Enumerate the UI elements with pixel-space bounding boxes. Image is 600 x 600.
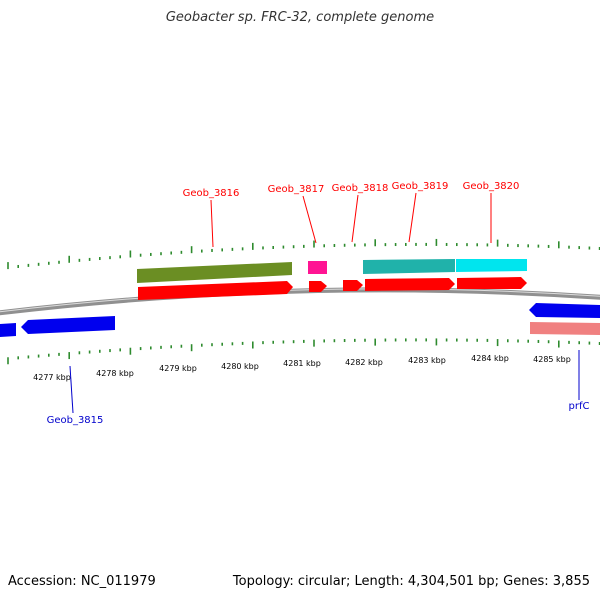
genome-summary: Topology: circular; Length: 4,304,501 bp… [232,574,590,589]
scale-label: 4281 kbp [283,359,321,368]
scale-label: 4284 kbp [471,354,509,363]
gene-label: Geob_3817 [268,184,325,195]
cds-geob-3818 [343,280,363,291]
leader-line [351,194,359,243]
scale-label: 4277 kbp [33,373,71,382]
cds-geob-3815 [21,316,115,334]
gene-label: Geob_3820 [463,181,520,192]
scale-label: 4278 kbp [96,369,134,378]
scale-label: 4279 kbp [159,364,197,373]
gene-label: prfC [569,401,590,412]
leader-line [302,195,317,244]
leader-line [69,365,74,414]
gene-label: Geob_3818 [332,183,389,194]
cds-prfc [529,303,600,318]
gene-label: Geob_3816 [183,188,240,199]
cds-geob-3820 [457,277,527,289]
scale-label: 4283 kbp [408,356,446,365]
cds-geob-3817 [309,281,327,292]
cog-block-geob-3817 [308,261,327,274]
genome-backbone [0,287,600,316]
gene-labels: Geob_3816 Geob_3817 Geob_3818 Geob_3819 Geob… [47,181,590,426]
scale-label: 4285 kbp [533,355,571,364]
scale-label: 4282 kbp [345,358,383,367]
leader-line [408,192,417,243]
cds-reverse-left-edge [0,323,16,337]
scale-labels: 4277 kbp 4278 kbp 4279 kbp 4280 kbp 4281 kbp… [33,354,571,382]
cog-block-geob-3816 [137,262,292,283]
cds-prfc-pale [530,322,600,335]
accession-label: Accession: NC_011979 [8,574,156,589]
scale-label: 4280 kbp [221,362,259,371]
leader-line [210,199,214,248]
gene-label: Geob_3815 [47,415,104,426]
cog-block-geob-3820 [456,259,527,272]
genome-backbone-highlight [0,288,600,313]
cog-block-geob-3818-3819 [363,259,455,274]
cds-geob-3819 [365,278,455,291]
map-title: Geobacter sp. FRC-32, complete genome [165,10,435,25]
outer-tick-row [7,238,600,270]
gene-label: Geob_3819 [392,181,449,192]
cds-geob-3816 [138,281,293,300]
inner-tick-row [7,338,600,365]
